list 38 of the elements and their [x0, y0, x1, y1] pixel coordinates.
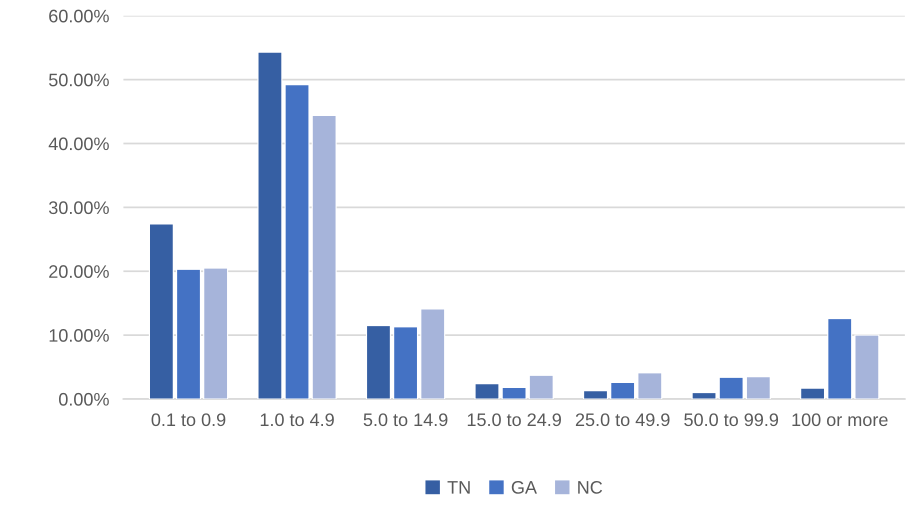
- y-tick-label: 0.00%: [59, 392, 109, 406]
- bar: [148, 223, 174, 399]
- bar: [746, 376, 771, 399]
- bar: [366, 324, 391, 399]
- bar: [800, 388, 826, 399]
- y-tick-label: 50.00%: [48, 74, 109, 86]
- x-tick-label: 50.0 to 99.9: [684, 413, 778, 426]
- bar: [257, 52, 282, 399]
- bar: [176, 268, 202, 399]
- bar: [312, 114, 337, 399]
- bar: [474, 383, 500, 399]
- bar: [420, 308, 446, 399]
- x-tick-label: 15.0 to 24.9: [468, 413, 561, 426]
- y-tick-label: 40.00%: [48, 137, 109, 150]
- bar: [637, 372, 662, 399]
- y-tick-label: 30.00%: [48, 201, 109, 214]
- legend-label: NC: [578, 480, 602, 494]
- bar: [393, 326, 418, 399]
- bar: [692, 392, 717, 399]
- x-tick-label: 1.0 to 4.9: [260, 413, 334, 426]
- bar: [827, 318, 852, 399]
- bar: [610, 382, 636, 399]
- y-tick-label: 20.00%: [49, 265, 109, 278]
- bar: [284, 84, 310, 399]
- bar: [854, 334, 880, 399]
- y-tick-label: 10.00%: [50, 329, 109, 342]
- bar: [718, 376, 744, 399]
- bar: [502, 386, 527, 399]
- bar: [583, 390, 608, 399]
- x-tick-label: 25.0 to 49.9: [576, 413, 670, 426]
- legend-label: GA: [512, 480, 537, 494]
- x-tick-label: 100 or more: [792, 413, 888, 426]
- x-tick-label: 0.1 to 0.9: [152, 413, 226, 426]
- bar: [528, 374, 554, 399]
- bar: [203, 268, 228, 399]
- legend-label: TN: [448, 481, 470, 494]
- y-tick-label: 60.00%: [49, 10, 109, 22]
- x-tick-label: 5.0 to 14.9: [364, 413, 448, 426]
